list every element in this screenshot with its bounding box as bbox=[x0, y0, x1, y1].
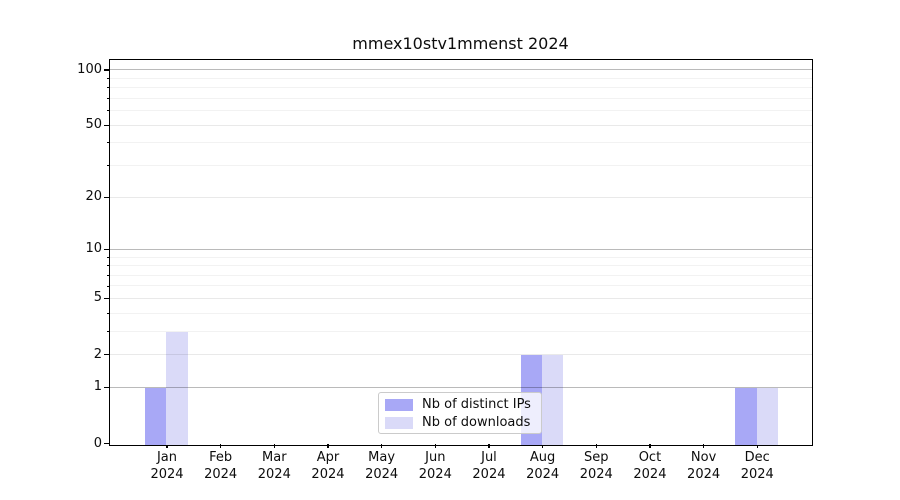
x-tick-jan bbox=[166, 443, 168, 449]
gridline-y-40 bbox=[109, 142, 812, 144]
chart-title: mmex10stv1mmenst 2024 bbox=[352, 34, 569, 53]
y-minor-tick-6 bbox=[106, 285, 110, 287]
gridline-y-3 bbox=[109, 330, 812, 332]
x-tick-label-dec: Dec 2024 bbox=[740, 450, 774, 482]
plot-area: Nb of distinct IPs Nb of downloads bbox=[108, 58, 813, 446]
x-tick-aug bbox=[542, 443, 544, 449]
y-minor-tick-7 bbox=[106, 274, 110, 276]
x-tick-label-oct: Oct 2024 bbox=[633, 450, 667, 482]
gridline-y-10 bbox=[109, 248, 812, 250]
y-minor-tick-60 bbox=[106, 110, 110, 112]
legend-item-downloads: Nb of downloads bbox=[385, 414, 535, 432]
gridline-y-30 bbox=[109, 164, 812, 166]
x-tick-oct bbox=[649, 443, 651, 449]
legend-item-distinct-ips: Nb of distinct IPs bbox=[385, 396, 535, 414]
y-minor-tick-80 bbox=[106, 87, 110, 89]
x-tick-sep bbox=[595, 443, 597, 449]
x-tick-label-may: May 2024 bbox=[365, 450, 399, 482]
y-tick-10 bbox=[104, 248, 110, 251]
y-tick-label-0: 0 bbox=[93, 435, 102, 451]
gridline-y-4 bbox=[109, 312, 812, 314]
y-tick-label-10: 10 bbox=[85, 241, 102, 257]
y-tick-label-20: 20 bbox=[85, 189, 102, 205]
bar-nb-of-downloads-dec bbox=[756, 388, 779, 445]
y-minor-tick-2 bbox=[106, 354, 110, 356]
gridline-y-50 bbox=[109, 124, 812, 126]
x-tick-dec bbox=[756, 443, 758, 449]
gridline-y-60 bbox=[109, 110, 812, 112]
gridline-y-80 bbox=[109, 87, 812, 89]
legend-swatch-distinct-ips bbox=[385, 399, 413, 411]
bar-nb-of-distinct-ips-jan bbox=[145, 388, 167, 445]
y-minor-tick-3 bbox=[106, 330, 110, 332]
x-tick-apr bbox=[327, 443, 329, 449]
x-tick-label-sep: Sep 2024 bbox=[579, 450, 613, 482]
y-tick-label-50: 50 bbox=[85, 117, 102, 133]
y-tick-label-1: 1 bbox=[93, 379, 102, 395]
y-minor-tick-70 bbox=[106, 98, 110, 100]
y-minor-tick-8 bbox=[106, 265, 110, 267]
y-tick-1 bbox=[104, 386, 110, 388]
y-minor-tick-4 bbox=[106, 312, 110, 314]
bar-nb-of-distinct-ips-dec bbox=[735, 388, 757, 445]
gridline-y-8 bbox=[109, 265, 812, 267]
legend-swatch-downloads bbox=[385, 417, 413, 429]
y-minor-tick-50 bbox=[106, 124, 110, 126]
y-tick-label-5: 5 bbox=[93, 290, 102, 306]
gridline-y-6 bbox=[109, 285, 812, 287]
x-tick-mar bbox=[273, 443, 275, 449]
y-tick-label-100: 100 bbox=[77, 61, 102, 77]
x-tick-nov bbox=[703, 443, 705, 449]
y-tick-0 bbox=[104, 442, 110, 445]
gridline-y-7 bbox=[109, 274, 812, 276]
gridline-y-9 bbox=[109, 256, 812, 258]
x-tick-may bbox=[381, 443, 383, 449]
x-tick-label-jun: Jun 2024 bbox=[418, 450, 452, 482]
y-tick-100 bbox=[104, 69, 110, 71]
bar-nb-of-downloads-jan bbox=[166, 331, 188, 445]
legend-label-distinct-ips: Nb of distinct IPs bbox=[422, 397, 531, 412]
y-minor-tick-40 bbox=[106, 142, 110, 144]
legend: Nb of distinct IPs Nb of downloads bbox=[378, 392, 542, 434]
x-tick-jun bbox=[434, 443, 436, 449]
gridline-y-90 bbox=[109, 77, 812, 79]
x-tick-label-feb: Feb 2024 bbox=[204, 450, 238, 482]
gridline-y-1 bbox=[109, 386, 812, 388]
gridline-y-100 bbox=[109, 69, 812, 71]
x-tick-label-jul: Jul 2024 bbox=[472, 450, 506, 482]
x-tick-feb bbox=[220, 443, 222, 449]
y-minor-tick-20 bbox=[106, 196, 110, 198]
x-tick-jul bbox=[488, 443, 490, 449]
y-minor-tick-5 bbox=[106, 297, 110, 299]
gridline-y-5 bbox=[109, 297, 812, 299]
x-tick-label-nov: Nov 2024 bbox=[687, 450, 721, 482]
gridline-y-20 bbox=[109, 196, 812, 198]
x-tick-label-jan: Jan 2024 bbox=[150, 450, 184, 482]
x-tick-label-mar: Mar 2024 bbox=[257, 450, 291, 482]
x-tick-label-aug: Aug 2024 bbox=[526, 450, 560, 482]
y-minor-tick-30 bbox=[106, 165, 110, 167]
y-tick-label-2: 2 bbox=[93, 346, 102, 362]
gridline-y-70 bbox=[109, 97, 812, 99]
x-tick-label-apr: Apr 2024 bbox=[311, 450, 345, 482]
y-minor-tick-9 bbox=[106, 256, 110, 258]
y-minor-tick-90 bbox=[106, 77, 110, 79]
bar-nb-of-downloads-aug bbox=[542, 355, 564, 445]
legend-label-downloads: Nb of downloads bbox=[422, 415, 531, 430]
gridline-y-2 bbox=[109, 353, 812, 355]
